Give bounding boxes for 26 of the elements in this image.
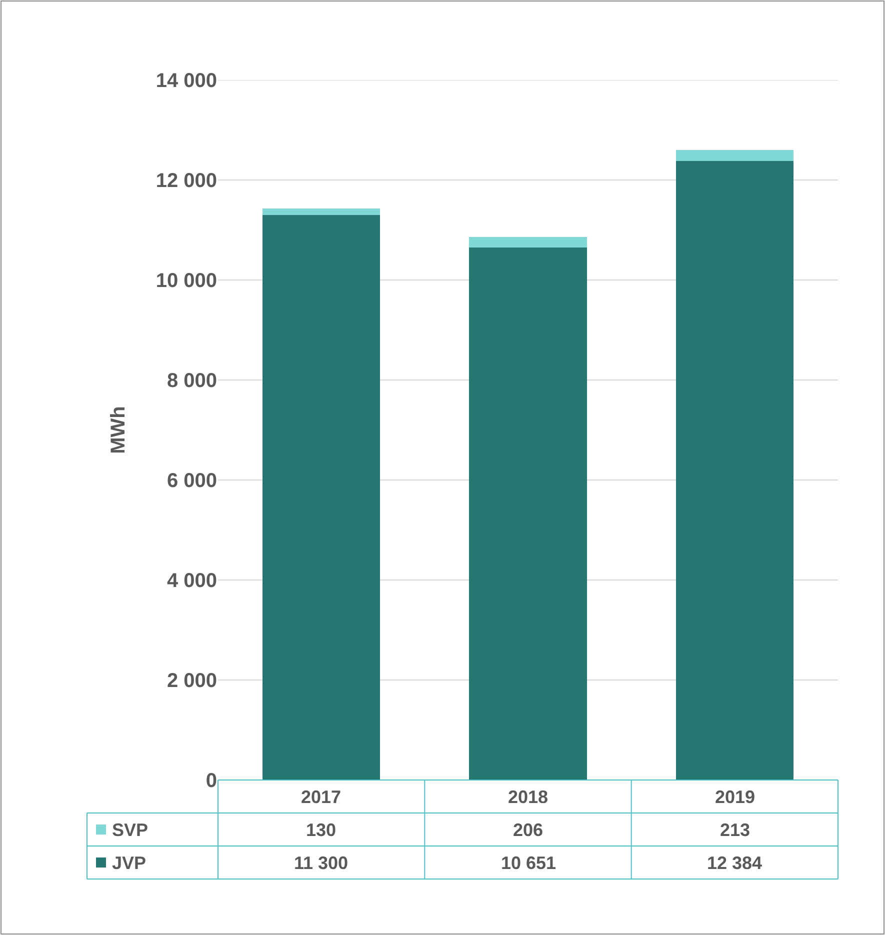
y-tick-label: 6 000 xyxy=(166,470,217,492)
data-label: 10 651 xyxy=(501,853,556,873)
bar xyxy=(262,208,380,215)
y-tick-label: 8 000 xyxy=(166,370,217,392)
bar xyxy=(469,237,587,248)
y-tick-label: 12 000 xyxy=(156,170,217,192)
x-tick-label: 2017 xyxy=(301,787,342,807)
bar xyxy=(676,150,794,161)
y-tick-label: 10 000 xyxy=(156,270,217,292)
y-tick-label: 14 000 xyxy=(156,70,217,92)
data-label: 206 xyxy=(513,820,544,840)
y-axis-title: MWh xyxy=(107,406,130,454)
y-tick-label: 0 xyxy=(206,770,217,792)
y-tick-label: 4 000 xyxy=(166,570,217,592)
data-label: 130 xyxy=(306,820,336,840)
x-tick-label: 2019 xyxy=(715,787,756,807)
data-label: 12 384 xyxy=(707,853,762,873)
y-tick-label: 2 000 xyxy=(166,670,217,692)
data-label: 213 xyxy=(720,820,750,840)
legend-label: JVP xyxy=(112,853,146,873)
bar xyxy=(676,160,794,780)
bar xyxy=(262,215,380,780)
data-label: 11 300 xyxy=(294,853,348,873)
legend-label: SVP xyxy=(112,820,148,840)
bar xyxy=(469,247,587,780)
x-tick-label: 2018 xyxy=(508,787,548,807)
